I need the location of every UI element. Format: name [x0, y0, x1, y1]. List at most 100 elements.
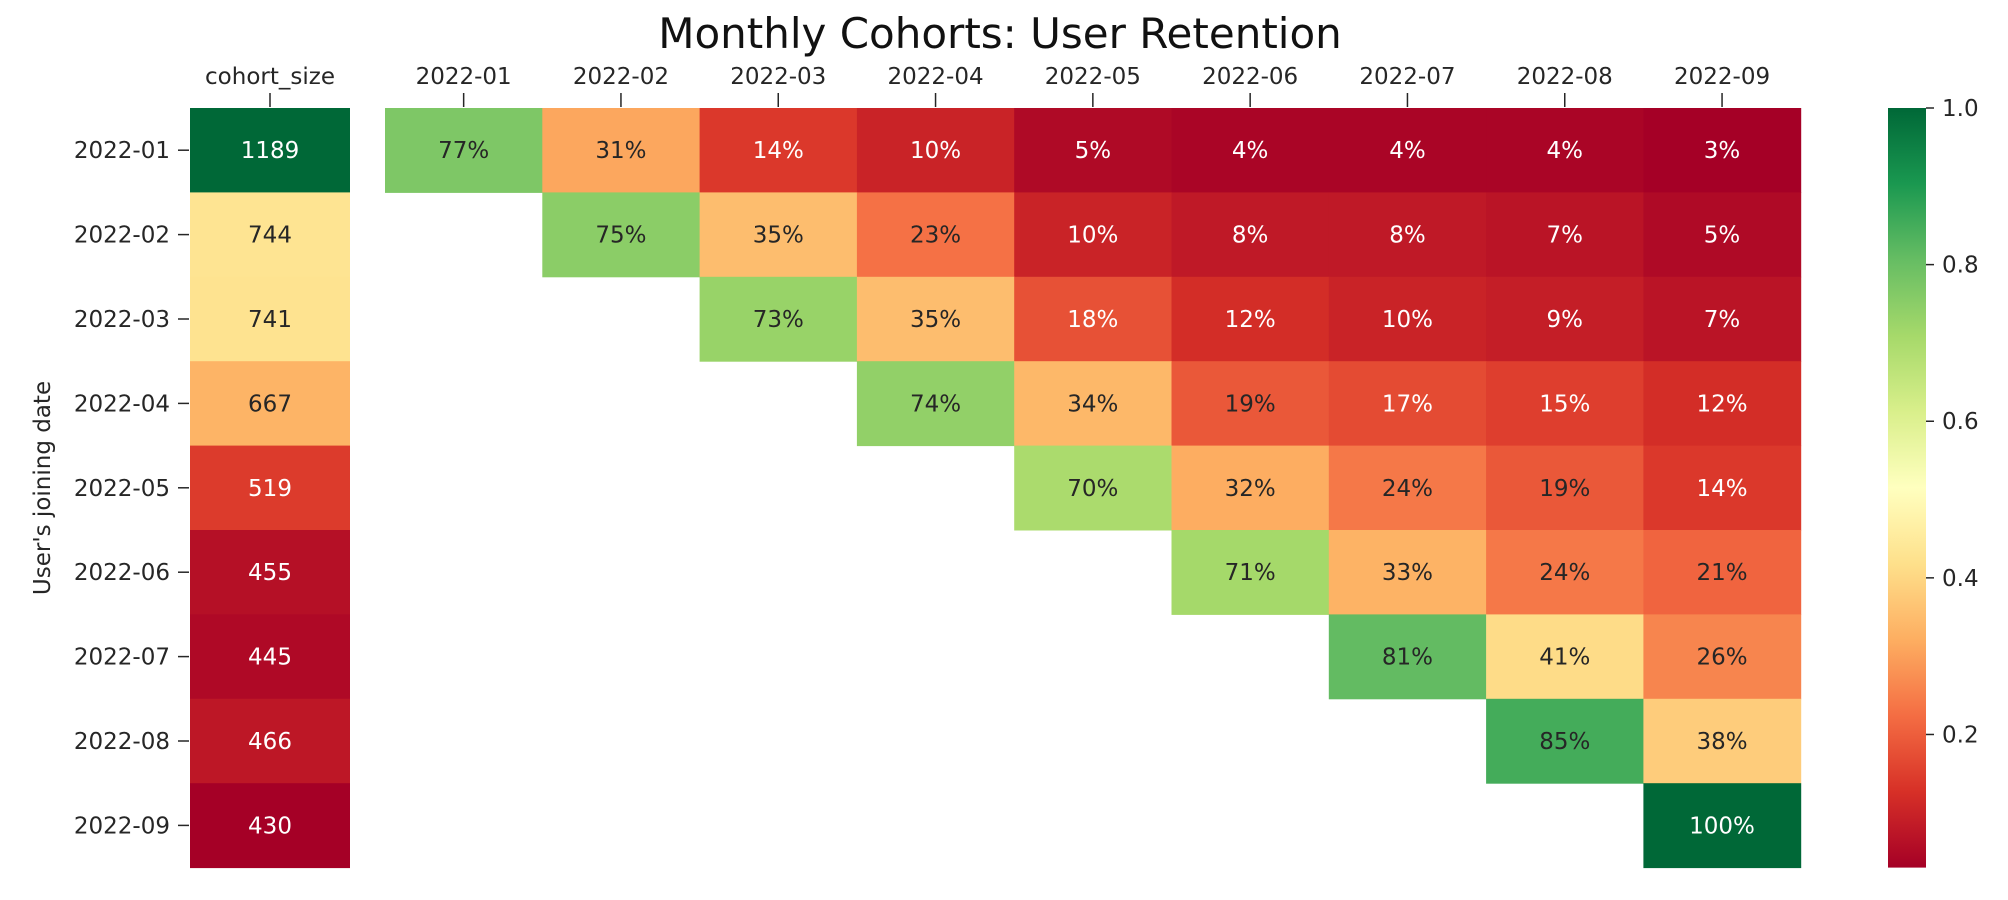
cohort-size-cell — [190, 783, 350, 869]
retention-cell — [1014, 192, 1172, 278]
retention-cell — [1014, 361, 1172, 447]
cohort-size-value: 519 — [248, 476, 292, 502]
retention-cell — [1486, 192, 1644, 278]
retention-cell — [1643, 698, 1802, 784]
retention-cell — [699, 276, 858, 362]
retention-value: 23% — [910, 223, 961, 249]
retention-value: 5% — [1704, 223, 1741, 249]
cohort-size-value: 455 — [248, 560, 292, 586]
retention-value: 31% — [595, 138, 646, 164]
retention-cell — [1486, 108, 1644, 193]
y-axis-label: User's joining date — [30, 381, 56, 595]
retention-cell — [1328, 192, 1487, 278]
retention-cell — [1643, 783, 1802, 869]
retention-value: 12% — [1225, 307, 1276, 333]
retention-value: 34% — [1067, 391, 1118, 417]
retention-cell — [1486, 698, 1644, 784]
retention-value: 77% — [438, 138, 489, 164]
retention-value: 38% — [1696, 729, 1747, 755]
retention-cell — [1643, 530, 1802, 615]
retention-cell — [1643, 276, 1802, 362]
retention-cell — [1328, 361, 1487, 447]
colorbar-tick-label: 0.4 — [1942, 566, 1979, 592]
cohort-size-value: 741 — [248, 307, 292, 333]
colorbar-tick-label: 0.6 — [1942, 409, 1979, 435]
retention-value: 4% — [1389, 138, 1426, 164]
retention-value: 19% — [1539, 476, 1590, 502]
retention-value: 35% — [910, 307, 961, 333]
x-tick-label: 2022-04 — [887, 64, 983, 90]
retention-value: 10% — [1382, 307, 1433, 333]
retention-value: 7% — [1547, 223, 1584, 249]
cohort-size-header: cohort_size — [205, 64, 335, 90]
cohort-size-cell — [190, 445, 350, 531]
cohort-size-value: 744 — [248, 223, 292, 249]
retention-cell — [1171, 108, 1330, 193]
colorbar-tick-label: 0.8 — [1942, 253, 1979, 279]
retention-value: 24% — [1539, 560, 1590, 586]
retention-value: 10% — [1067, 223, 1118, 249]
chart-title: Monthly Cohorts: User Retention — [658, 9, 1342, 58]
retention-cell — [1014, 108, 1172, 193]
retention-value: 12% — [1696, 391, 1747, 417]
retention-value: 24% — [1382, 476, 1433, 502]
cohort-size-value: 1189 — [241, 138, 300, 164]
retention-value: 35% — [753, 223, 804, 249]
cohort-size-cell — [190, 276, 350, 362]
cohort-size-value: 445 — [248, 645, 292, 671]
retention-cell — [699, 108, 858, 193]
cohort-size-value: 667 — [248, 391, 292, 417]
retention-value: 8% — [1232, 223, 1269, 249]
retention-cell — [385, 108, 543, 193]
retention-value: 81% — [1382, 645, 1433, 671]
retention-cell — [1643, 192, 1802, 278]
retention-cell — [1014, 445, 1172, 531]
cohort-size-value: 466 — [248, 729, 292, 755]
retention-cell — [856, 276, 1015, 362]
retention-cell — [856, 192, 1015, 278]
retention-value: 75% — [595, 223, 646, 249]
retention-value: 18% — [1067, 307, 1118, 333]
retention-value: 17% — [1382, 391, 1433, 417]
retention-cell — [1171, 192, 1330, 278]
retention-value: 3% — [1704, 138, 1741, 164]
retention-grid: 77% 31% 14% 10% 5% 4% 4% 4% 3% 75% 35% 23% 10% 8% 8% 7%… — [385, 64, 1802, 869]
retention-cell — [1171, 445, 1330, 531]
y-tick-label: 2022-05 — [74, 476, 170, 502]
cohort-size-value: 430 — [248, 813, 292, 839]
cohort-size-panel: 1189 744 741 667 519 455 445 466 430 cohort_size 2… — [74, 64, 350, 869]
retention-cell — [1328, 614, 1487, 700]
retention-cell — [856, 108, 1015, 193]
retention-value: 14% — [1696, 476, 1747, 502]
cohort-size-cell — [190, 530, 350, 615]
x-tick-label: 2022-09 — [1674, 64, 1770, 90]
cohort-size-cell — [190, 698, 350, 784]
retention-value: 7% — [1704, 307, 1741, 333]
colorbar: 0.2 0.4 0.6 0.8 1.0 — [1888, 96, 1979, 868]
cohort-size-cell — [190, 361, 350, 447]
retention-value: 21% — [1696, 560, 1747, 586]
retention-value: 71% — [1225, 560, 1276, 586]
retention-cell — [542, 108, 701, 193]
y-tick-label: 2022-09 — [74, 813, 170, 839]
x-tick-label: 2022-02 — [573, 64, 669, 90]
retention-value: 41% — [1539, 645, 1590, 671]
retention-cell — [1486, 445, 1644, 531]
retention-cell — [1643, 108, 1802, 193]
retention-cell — [1328, 530, 1487, 615]
retention-value: 14% — [753, 138, 804, 164]
colorbar-tick-label: 0.2 — [1942, 722, 1979, 748]
retention-cell — [1486, 361, 1644, 447]
y-tick-label: 2022-01 — [74, 138, 170, 164]
retention-cell — [1328, 108, 1487, 193]
retention-cell — [856, 361, 1015, 447]
retention-value: 100% — [1689, 813, 1755, 839]
retention-cell — [1486, 276, 1644, 362]
cohort-size-cell — [190, 108, 350, 193]
x-tick-label: 2022-06 — [1202, 64, 1298, 90]
y-tick-label: 2022-06 — [74, 560, 170, 586]
y-tick-label: 2022-07 — [74, 645, 170, 671]
retention-cell — [1171, 276, 1330, 362]
colorbar-tick-label: 1.0 — [1942, 96, 1979, 122]
